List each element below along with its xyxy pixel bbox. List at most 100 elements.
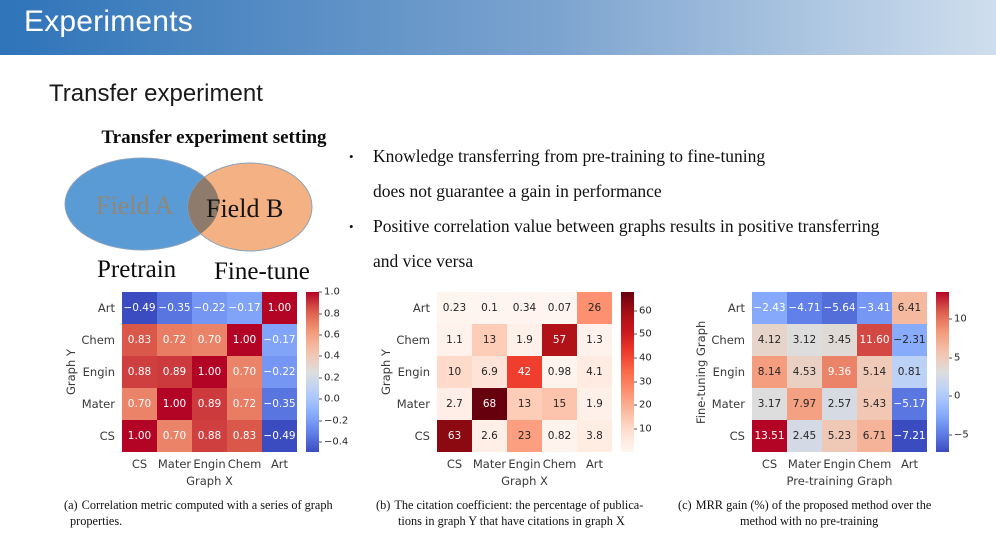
y-tick-label: Art xyxy=(97,301,115,315)
x-tick-label: Art xyxy=(585,457,604,471)
bullet-text: Positive correlation value between graph… xyxy=(373,209,879,279)
colorbar: 1.0 0.8 0.6 0.4 0.2 0.0 −0.2 −0.4 xyxy=(297,287,353,452)
y-axis-label: Fine-tuning Graph xyxy=(694,320,708,424)
heatmap-cell: 9.36 xyxy=(822,356,857,388)
heatmap-cell: 13.51 xyxy=(752,420,787,452)
x-tick-label: CS xyxy=(446,457,463,471)
heatmap-grid: −2.43 −4.71 −5.64 −3.41 6.41 4.12 3.12 3.45 11.6… xyxy=(752,292,927,452)
bullet-line: Knowledge transferring from pre-training… xyxy=(373,146,766,166)
heatmap-cell: 0.23 xyxy=(437,292,472,324)
caption-c: (c) MRR gain (%) of the proposed method o… xyxy=(678,497,996,529)
x-tick-label: Art xyxy=(270,457,289,471)
heatmap-cell: 8.14 xyxy=(752,356,787,388)
colorbar-gradient xyxy=(306,292,319,452)
x-tick-labels: CS Mater Engin Chem Art xyxy=(752,452,927,474)
heatmap-cell: 1.9 xyxy=(577,388,612,420)
heatmap-cell: 11.60 xyxy=(857,324,892,356)
x-tick-label: Engin xyxy=(823,457,856,471)
heatmap-cell: −0.22 xyxy=(192,292,227,324)
venn-diagram: Field A Field B xyxy=(64,157,313,252)
caption-line: tions in graph Y that have citations in … xyxy=(398,514,625,528)
heatmap-cell: 5.43 xyxy=(857,388,892,420)
y-axis-label: Graph Y xyxy=(379,349,393,395)
y-tick-label: Engin xyxy=(712,365,745,379)
heatmap-cell: 2.57 xyxy=(822,388,857,420)
heatmap-cell: 1.3 xyxy=(577,324,612,356)
heatmap-figure: Fine-tuning Graph Art Chem Engin Mater CS −2.4… xyxy=(694,292,983,490)
x-tick-label: Chem xyxy=(227,457,262,471)
colorbar-tick: 1.0 xyxy=(319,287,340,298)
x-axis-label: Pre-training Graph xyxy=(786,474,893,488)
venn-left-label: Field A xyxy=(96,191,174,220)
heatmap-cell: 13 xyxy=(472,324,507,356)
heatmap-cell: −2.43 xyxy=(752,292,787,324)
colorbar-tick: 10 xyxy=(949,314,967,325)
heatmap-cell: 1.00 xyxy=(262,292,297,324)
heatmap-cell: 1.00 xyxy=(122,420,157,452)
venn-title: Transfer experiment setting xyxy=(101,127,327,148)
heatmap-cell: 5.14 xyxy=(857,356,892,388)
caption-line: (c) MRR gain (%) of the proposed method o… xyxy=(678,498,932,512)
y-tick-label: CS xyxy=(99,429,115,443)
x-tick-labels: CS Mater Engin Chem Art xyxy=(122,452,297,474)
colorbar-gradient xyxy=(936,292,949,452)
x-tick-label: CS xyxy=(761,457,778,471)
caption-line: properties. xyxy=(70,514,123,528)
y-tick-label: Mater xyxy=(396,397,430,411)
y-tick-label: Engin xyxy=(397,365,430,379)
x-axis-label: Graph X xyxy=(186,474,233,488)
heatmap-cell: 1.00 xyxy=(227,324,262,356)
heatmap-cell: 10 xyxy=(437,356,472,388)
colorbar-tick: 50 xyxy=(634,329,652,340)
colorbar: 10 5 0 −5 xyxy=(927,292,983,452)
colorbar-tick: −0.2 xyxy=(319,415,348,426)
heatmap-cell: 3.8 xyxy=(577,420,612,452)
heatmap-cell: 6.41 xyxy=(892,292,927,324)
slide-header: Experiments xyxy=(0,0,996,55)
heatmap-cell: 2.45 xyxy=(787,420,822,452)
heatmap-cell: 63 xyxy=(437,420,472,452)
heatmap-cell: 0.07 xyxy=(542,292,577,324)
heatmap-cell: 23 xyxy=(507,420,542,452)
colorbar-tick: −5 xyxy=(949,429,969,440)
x-tick-label: Mater xyxy=(472,457,507,471)
heatmap-cell: 3.12 xyxy=(787,324,822,356)
heatmap-cell: −0.22 xyxy=(262,356,297,388)
y-tick-labels: Art Chem Engin Mater CS xyxy=(708,292,752,452)
y-tick-label: Mater xyxy=(711,397,745,411)
colorbar-tick: 0.0 xyxy=(319,394,340,405)
heatmap-cell: 1.1 xyxy=(437,324,472,356)
caption-b: (b) The citation coefficient: the percent… xyxy=(376,497,666,529)
bullet-icon: • xyxy=(349,219,354,234)
heatmap-cell: −0.17 xyxy=(262,324,297,356)
heatmap-cell: 0.89 xyxy=(192,388,227,420)
heatmap-cell: 2.6 xyxy=(472,420,507,452)
caption-line: (b) The citation coefficient: the percent… xyxy=(376,498,644,512)
bullet-line: does not guarantee a gain in performance xyxy=(373,181,662,201)
y-tick-label: Chem xyxy=(81,333,115,347)
heatmap-cell: 0.70 xyxy=(122,388,157,420)
heatmap-figure: Graph Y Art Chem Engin Mater CS −0.49 −0.35 −0.2… xyxy=(64,287,353,490)
heatmap-cell: −3.41 xyxy=(857,292,892,324)
heatmap-cell: 0.70 xyxy=(157,420,192,452)
heatmap-cell: 0.98 xyxy=(542,356,577,388)
bullet-icon: • xyxy=(349,149,354,164)
heatmap-cell: 4.12 xyxy=(752,324,787,356)
x-tick-label: Chem xyxy=(542,457,577,471)
colorbar-gradient xyxy=(621,292,634,452)
heatmap-cell: −2.31 xyxy=(892,324,927,356)
heatmap-cell: 13 xyxy=(507,388,542,420)
heatmap-cell: 57 xyxy=(542,324,577,356)
heatmap-cell: 4.53 xyxy=(787,356,822,388)
colorbar-tick: 0 xyxy=(949,391,960,402)
heatmap-cell: −5.17 xyxy=(892,388,927,420)
heatmap-grid: 0.23 0.1 0.34 0.07 26 1.1 13 1.9 57 1.3 10 6.9 42 0.9… xyxy=(437,292,612,452)
x-tick-labels: CS Mater Engin Chem Art xyxy=(437,452,612,474)
heatmap-cell: 0.34 xyxy=(507,292,542,324)
heatmap-cell: 0.82 xyxy=(542,420,577,452)
colorbar-tick: 5 xyxy=(949,352,960,363)
heatmap-cell: 26 xyxy=(577,292,612,324)
venn-block: Transfer experiment setting Field A Fiel… xyxy=(56,127,372,290)
heatmap-cell: 5.23 xyxy=(822,420,857,452)
x-tick-label: Mater xyxy=(787,457,822,471)
